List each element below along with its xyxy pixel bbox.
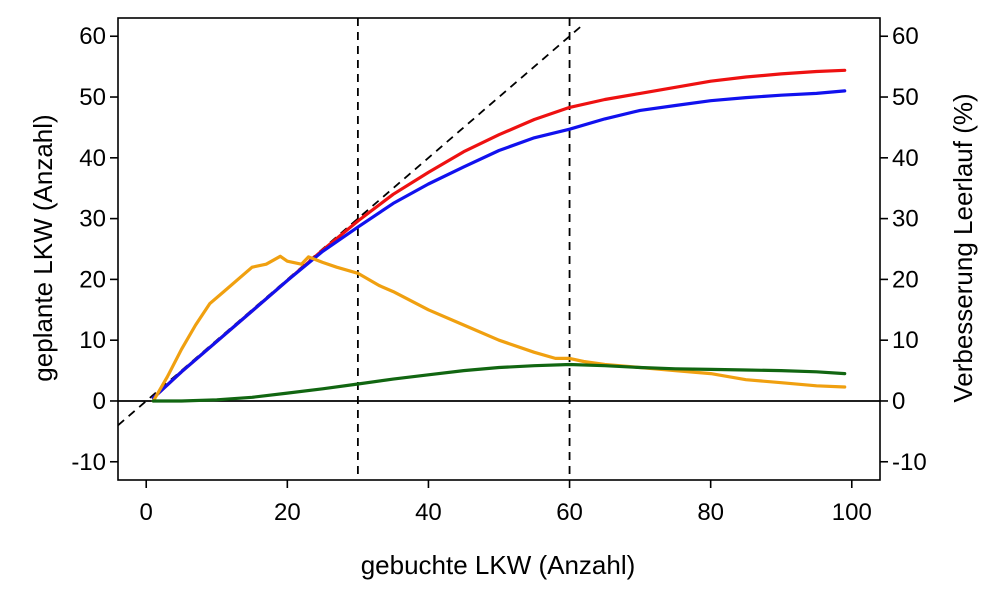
y-tick-label: 50	[79, 84, 106, 111]
x-tick-label: 20	[274, 499, 301, 526]
y-tick-label: 40	[79, 145, 106, 172]
series-line-4	[151, 362, 847, 403]
x-tick-label: 100	[832, 499, 872, 526]
x-axis-title: gebuchte LKW (Anzahl)	[361, 550, 636, 580]
y2-tick-label: 20	[892, 266, 919, 293]
plot-frame	[117, 17, 881, 481]
y-tick-label: -10	[71, 449, 106, 476]
y-axis-title: geplante LKW (Anzahl)	[28, 114, 58, 381]
x-tick-label: 0	[140, 499, 153, 526]
y-tick-label: 30	[79, 206, 106, 233]
series-line-3	[151, 254, 847, 403]
series-lines	[151, 68, 847, 403]
series-line-2	[151, 89, 847, 400]
y2-tick-label: 30	[892, 206, 919, 233]
y2-tick-label: 10	[892, 327, 919, 354]
axes: 0 20 40 60 80 100 -10 0 10 20 30 40 50 60 -10 0 10 20 30 40…	[71, 23, 926, 526]
x-tick-label: 60	[556, 499, 583, 526]
y2-tick-label: 60	[892, 23, 919, 50]
y2-tick-label: -10	[892, 449, 927, 476]
y2-tick-label: 50	[892, 84, 919, 111]
y-tick-label: 10	[79, 327, 106, 354]
reference-lines	[118, 18, 880, 480]
x-tick-label: 40	[415, 499, 442, 526]
y-tick-label: 60	[79, 23, 106, 50]
y2-tick-label: 40	[892, 145, 919, 172]
x-tick-label: 80	[697, 499, 724, 526]
y-tick-label: 20	[79, 266, 106, 293]
series-line-1	[151, 68, 847, 400]
y2-tick-label: 0	[892, 388, 905, 415]
y2-axis-title: Verbesserung Leerlauf (%)	[948, 93, 978, 402]
y-tick-label: 0	[93, 388, 106, 415]
